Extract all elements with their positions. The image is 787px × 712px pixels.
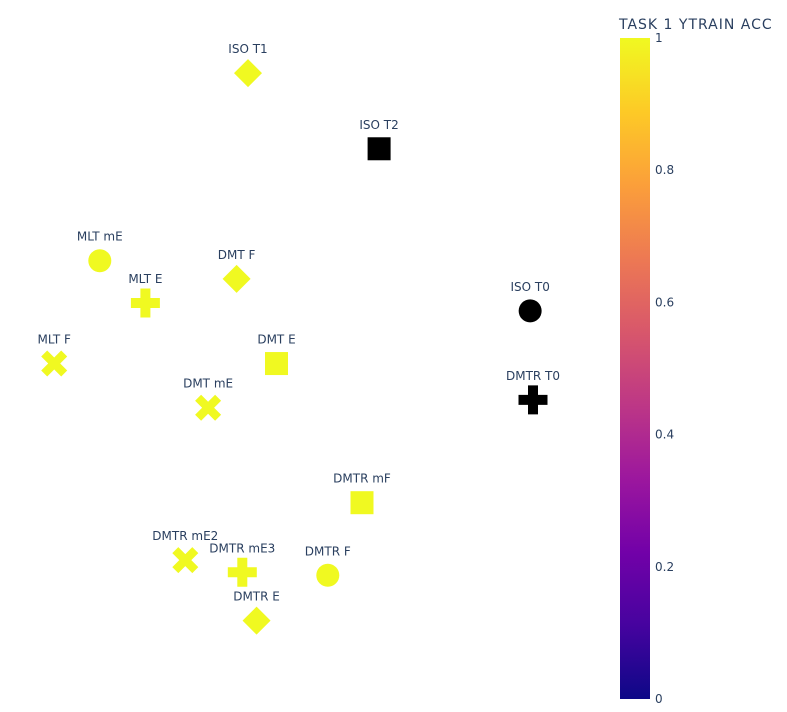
marker-circle: [88, 249, 112, 273]
marker-cross: [130, 288, 160, 318]
data-point[interactable]: DMTR E: [233, 590, 280, 635]
data-point[interactable]: ISO T1: [228, 42, 268, 88]
colorbar-ticks: 0 0.2 0.4 0.6 0.8 1: [655, 31, 674, 706]
marker-x: [195, 394, 222, 421]
points-layer: ISO T1 ISO T2 MLT mE DMT F MLT E ISO T0 MLT F D…: [37, 42, 560, 635]
data-point[interactable]: DMT F: [218, 248, 256, 293]
colorbar-tick-label: 0: [655, 692, 663, 706]
point-label: ISO T1: [228, 42, 267, 56]
point-label: DMTR E: [233, 590, 280, 604]
point-label: DMTR mF: [333, 472, 391, 486]
data-point[interactable]: DMTR mF: [333, 472, 391, 515]
colorbar-tick-label: 0.2: [655, 560, 674, 574]
colorbar-tick-label: 0.6: [655, 295, 674, 309]
data-point[interactable]: DMT E: [257, 333, 296, 376]
point-label: MLT mE: [77, 230, 123, 244]
colorbar-tick-label: 1: [655, 31, 663, 45]
marker-diamond: [222, 264, 251, 293]
data-point[interactable]: ISO T2: [359, 118, 399, 161]
data-point[interactable]: DMTR mE3: [209, 541, 275, 587]
point-label: ISO T0: [510, 280, 549, 294]
colorbar-title: TASK 1 YTRAIN ACC: [618, 17, 773, 33]
point-label: DMTR F: [305, 544, 351, 558]
marker-square: [350, 491, 374, 515]
marker-square: [265, 352, 288, 376]
marker-cross: [518, 385, 548, 415]
point-label: DMT E: [257, 333, 295, 347]
marker-diamond: [242, 606, 271, 635]
point-label: DMT F: [218, 248, 256, 262]
marker-x: [172, 547, 199, 574]
point-label: MLT E: [128, 272, 162, 286]
data-point[interactable]: MLT F: [37, 333, 71, 377]
point-label: DMT mE: [183, 377, 233, 391]
colorbar-tick-label: 0.8: [655, 163, 674, 177]
marker-circle: [316, 563, 340, 587]
point-label: DMTR T0: [506, 369, 560, 383]
data-point[interactable]: MLT E: [128, 272, 162, 318]
data-point[interactable]: DMTR mE2: [152, 529, 218, 574]
point-label: MLT F: [37, 333, 71, 347]
colorbar-gradient: [620, 38, 650, 699]
data-point[interactable]: MLT mE: [77, 230, 123, 273]
data-point[interactable]: ISO T0: [510, 280, 550, 323]
data-point[interactable]: DMTR T0: [506, 369, 560, 415]
marker-square: [367, 137, 391, 161]
marker-circle: [518, 299, 542, 323]
data-point[interactable]: DMTR F: [305, 544, 351, 587]
point-label: DMTR mE3: [209, 541, 275, 555]
colorbar-tick-label: 0.4: [655, 428, 674, 442]
colorbar: 0 0.2 0.4 0.6 0.8 1 TASK 1 YTRAIN ACC: [618, 17, 773, 706]
marker-x: [41, 350, 68, 377]
point-label: ISO T2: [359, 118, 398, 132]
point-label: DMTR mE2: [152, 529, 218, 543]
data-point[interactable]: DMT mE: [183, 377, 233, 421]
marker-diamond: [234, 59, 262, 88]
marker-cross: [227, 557, 257, 587]
